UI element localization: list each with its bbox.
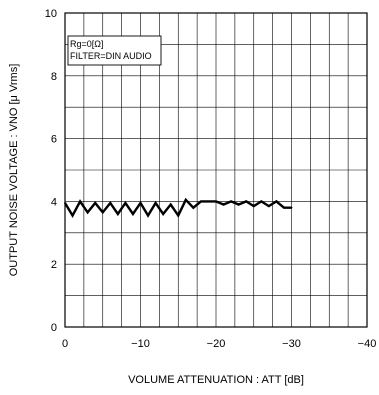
y-tick-label: 8	[51, 71, 57, 83]
data-point	[260, 200, 263, 203]
annotation-frame	[67, 35, 162, 66]
x-tick-label: −20	[207, 338, 226, 350]
data-point	[124, 202, 127, 204]
data-point	[71, 214, 74, 217]
data-point	[222, 203, 225, 206]
y-tick-label: 10	[45, 8, 57, 20]
data-point	[116, 213, 119, 215]
tick-labels: 0 −10 −20 −30 −40 0 2 4 6 8 10	[45, 8, 377, 350]
y-axis-label: OUTPUT NOISE VOLTAGE : VNO [μ Vrms]	[8, 64, 20, 277]
grid	[65, 13, 367, 327]
data-point	[245, 200, 248, 203]
y-tick-label: 2	[51, 259, 57, 271]
x-tick-label: 0	[62, 338, 68, 350]
data-point	[169, 203, 172, 206]
x-tick-label: −40	[358, 338, 377, 350]
data-point	[139, 202, 142, 204]
data-point	[79, 200, 81, 203]
data-point	[64, 202, 66, 204]
data-point	[207, 200, 210, 203]
data-point	[230, 200, 233, 203]
plot-frame	[64, 12, 368, 328]
data-point	[101, 211, 104, 214]
data-point	[109, 202, 112, 204]
y-tick-label: 4	[51, 196, 57, 208]
x-axis-label: VOLUME ATTENUATION : ATT [dB]	[128, 374, 304, 386]
data-point	[184, 198, 187, 201]
data-point	[290, 206, 293, 209]
y-tick-label: 0	[51, 322, 57, 334]
data-point	[147, 214, 149, 217]
annotation-box: Rg=0[Ω] FILTER=DIN AUDIO	[67, 35, 162, 66]
data-point	[94, 202, 97, 204]
data-point	[275, 200, 278, 203]
x-tick-label: −30	[282, 338, 301, 350]
annotation-text: FILTER=DIN AUDIO	[70, 51, 152, 61]
data-point	[154, 202, 157, 204]
data-point	[86, 211, 89, 214]
y-tick-label: 6	[51, 134, 57, 146]
data-point	[192, 206, 195, 209]
data-point	[252, 205, 255, 208]
series-layer	[63, 197, 293, 218]
data-point	[132, 213, 134, 215]
data-point	[200, 200, 202, 203]
data-point	[215, 200, 217, 203]
annotation-text: Rg=0[Ω]	[70, 39, 104, 49]
data-point	[237, 203, 240, 206]
x-tick-label: −10	[131, 338, 150, 350]
data-point	[177, 214, 180, 217]
data-point	[267, 205, 270, 208]
data-point	[162, 213, 165, 215]
data-point	[283, 206, 285, 209]
